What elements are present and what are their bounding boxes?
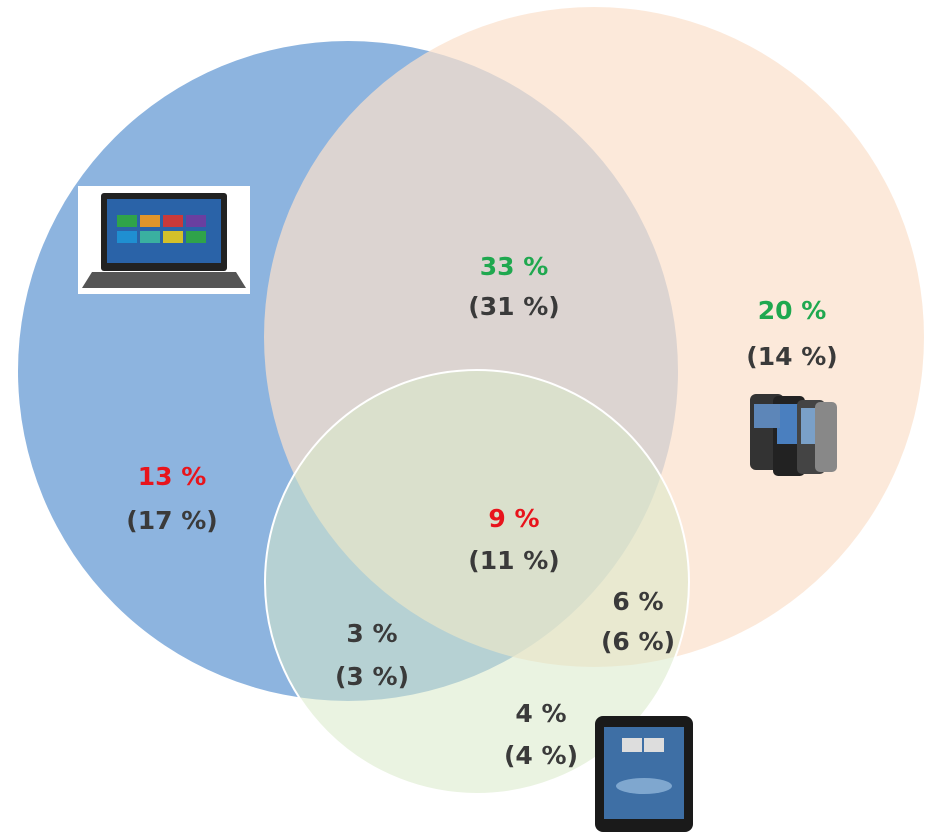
region-previous-value: (14 %) — [746, 342, 837, 371]
laptop-icon — [78, 186, 250, 294]
region-previous-value: (31 %) — [468, 292, 559, 321]
region-value: 3 % — [346, 619, 397, 648]
region-value: 9 % — [488, 504, 539, 533]
region-value: 20 % — [758, 296, 827, 325]
region-value: 6 % — [612, 587, 663, 616]
tablet-icon — [595, 716, 693, 832]
region-value: 33 % — [480, 252, 549, 281]
region-previous-value: (4 %) — [504, 741, 578, 770]
region-value: 4 % — [515, 699, 566, 728]
venn-diagram: 33 % (31 %) 20 % (14 %) 13 % (17 %) 9 % (11 %) 6… — [0, 0, 933, 835]
region-previous-value: (3 %) — [335, 662, 409, 691]
region-previous-value: (6 %) — [601, 627, 675, 656]
region-previous-value: (17 %) — [126, 506, 217, 535]
region-value: 13 % — [138, 462, 207, 491]
region-previous-value: (11 %) — [468, 546, 559, 575]
phones-icon — [750, 394, 837, 476]
